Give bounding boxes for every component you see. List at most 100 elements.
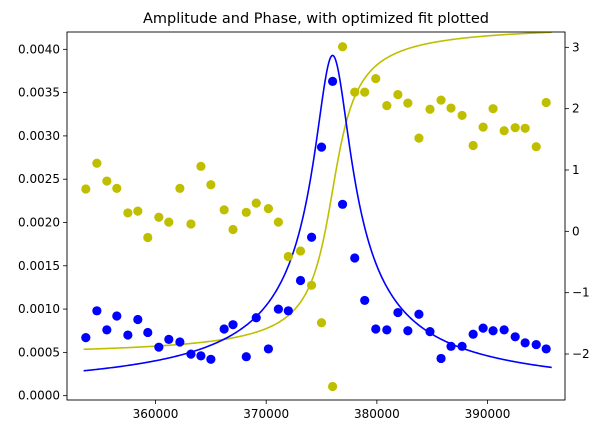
phase-point: [186, 219, 196, 229]
amplitude-point: [102, 325, 112, 335]
amplitude-point: [488, 326, 498, 336]
amplitude-point: [360, 295, 370, 306]
amplitude-point: [510, 332, 520, 342]
amplitude-point: [306, 232, 317, 242]
axes: 360000 370000 380000 390000 0.0000 0.0005 0.00…: [18, 40, 590, 421]
fit-curves: [83, 32, 552, 372]
phase-point: [382, 101, 392, 111]
phase-point: [273, 217, 283, 227]
phase-point: [143, 232, 153, 243]
phase-point: [81, 184, 91, 194]
amplitude-point: [316, 142, 327, 152]
phase-fit-line: [83, 32, 552, 351]
amplitude-point: [123, 330, 133, 340]
amplitude-point: [273, 304, 283, 314]
amplitude-point: [531, 339, 541, 350]
y-right-tick-label: 2: [572, 102, 580, 116]
x-tick-label: 360000: [133, 407, 179, 421]
amplitude-point: [112, 311, 122, 321]
amplitude-point: [133, 314, 143, 325]
amplitude-point: [446, 341, 456, 351]
y-left-tick-label: 0.0040: [18, 42, 60, 56]
phase-point: [393, 89, 403, 100]
amplitude-point: [251, 313, 261, 323]
amplitude-point: [206, 354, 216, 364]
y-right-tick-label: −1: [572, 286, 590, 300]
phase-point: [360, 87, 370, 97]
phase-point: [446, 103, 456, 113]
phase-point: [403, 98, 413, 108]
phase-point: [350, 87, 360, 97]
amplitude-point: [457, 341, 467, 351]
y-left-tick-label: 0.0005: [18, 345, 60, 359]
amplitude-point: [164, 334, 174, 344]
phase-point: [371, 74, 381, 84]
phase-point: [478, 122, 488, 132]
amplitude-point: [92, 306, 102, 316]
phase-point: [164, 217, 174, 227]
amplitude-point: [283, 306, 293, 316]
amplitude-point: [337, 199, 348, 209]
chart-title: Amplitude and Phase, with optimized fit …: [143, 11, 489, 27]
phase-point: [425, 104, 435, 114]
y-left-tick-label: 0.0010: [18, 302, 60, 316]
amplitude-point: [393, 307, 403, 318]
y-right-tick-label: 0: [572, 224, 580, 238]
y-right-tick-label: 1: [572, 163, 580, 177]
amplitude-point: [520, 338, 530, 348]
phase-point: [219, 205, 229, 215]
phase-point: [241, 207, 251, 217]
phase-point: [531, 142, 541, 152]
amplitude-point: [350, 253, 360, 263]
phase-point: [295, 246, 306, 256]
amplitude-point: [241, 352, 251, 362]
y-right-tick-label: 3: [572, 40, 580, 54]
amplitude-point: [328, 76, 338, 86]
phase-point: [175, 183, 185, 193]
amplitude-point: [186, 349, 196, 359]
phase-point: [123, 208, 133, 218]
phase-point: [306, 280, 317, 290]
phase-point: [541, 97, 551, 108]
amplitude-point: [154, 342, 164, 352]
phase-point: [196, 161, 206, 171]
amplitude-point: [196, 351, 206, 361]
phase-point: [228, 224, 238, 235]
amplitude-point: [436, 353, 446, 364]
y-left-tick-label: 0.0015: [18, 259, 60, 273]
amplitude-point: [175, 337, 185, 347]
phase-point: [488, 104, 498, 114]
phase-point: [133, 206, 143, 216]
amplitude-point: [263, 344, 274, 354]
x-tick-label: 370000: [243, 407, 289, 421]
amplitude-point: [295, 275, 306, 286]
amplitude-point: [143, 327, 153, 338]
phase-point: [206, 180, 216, 190]
phase-point: [520, 123, 530, 133]
phase-point: [436, 95, 446, 105]
amplitude-point: [414, 309, 424, 319]
phase-point: [251, 198, 261, 208]
y-left-tick-label: 0.0035: [18, 86, 60, 100]
phase-point: [154, 212, 164, 222]
phase-point: [510, 123, 520, 133]
x-tick-label: 390000: [465, 407, 511, 421]
phase-point: [457, 110, 467, 121]
amplitude-point: [478, 323, 488, 333]
phase-point: [112, 183, 122, 193]
y-left-tick-label: 0.0025: [18, 172, 60, 186]
x-tick-label: 380000: [354, 407, 400, 421]
plot-frame: [66, 31, 566, 401]
amplitude-point: [403, 326, 413, 336]
y-right-tick-label: −2: [572, 347, 590, 361]
phase-point: [337, 42, 348, 52]
amplitude-point: [371, 324, 381, 334]
phase-point: [414, 133, 424, 143]
phase-point: [499, 126, 509, 136]
phase-point: [263, 204, 274, 214]
amplitude-fit-line: [83, 54, 552, 372]
y-left-tick-label: 0.0000: [18, 389, 60, 403]
phase-point: [468, 140, 478, 151]
data-points: [81, 42, 551, 392]
